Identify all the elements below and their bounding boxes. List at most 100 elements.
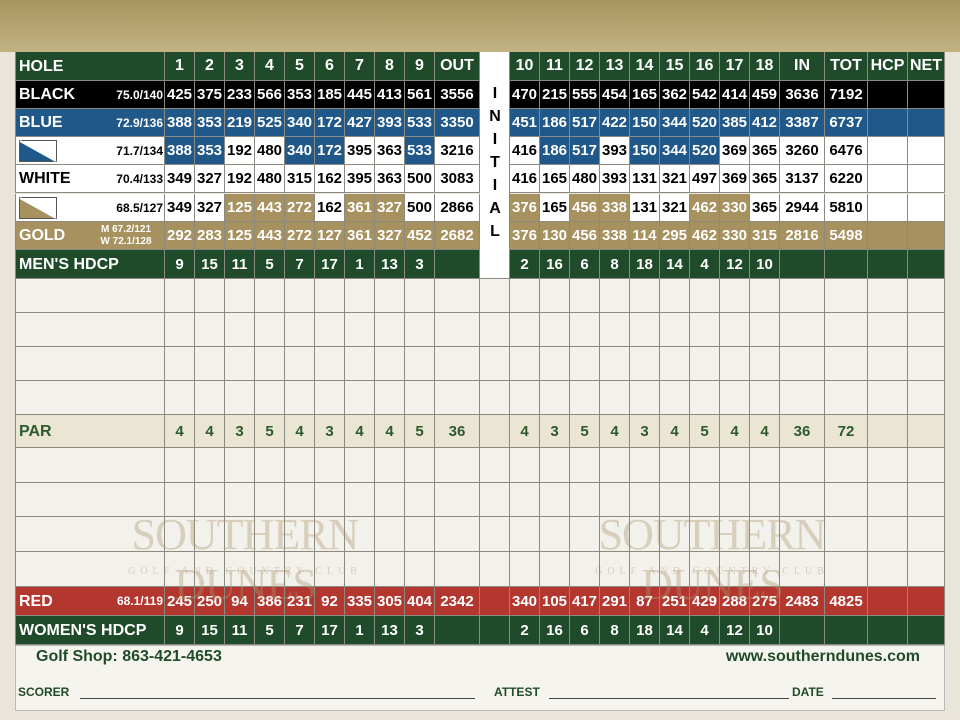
cell: 344 <box>660 109 690 137</box>
cell: 92 <box>315 587 345 616</box>
cell <box>690 279 720 313</box>
cell: 452 <box>405 222 435 250</box>
cell <box>315 448 345 483</box>
cell <box>195 313 225 347</box>
rating: 68.1/119 <box>116 594 163 608</box>
cell: 3 <box>405 616 435 645</box>
cell <box>630 313 660 347</box>
cell <box>570 279 600 313</box>
in-cell <box>780 483 825 517</box>
cell: 165 <box>630 81 660 109</box>
cell: 363 <box>375 137 405 165</box>
in-cell: 3260 <box>780 137 825 165</box>
cell <box>315 347 345 381</box>
cell <box>285 517 315 552</box>
cell: 561 <box>405 81 435 109</box>
cell <box>165 347 195 381</box>
cell: 404 <box>405 587 435 616</box>
tot-cell: 5498 <box>825 222 868 250</box>
cell: 295 <box>660 222 690 250</box>
rating: 75.0/140 <box>116 88 163 102</box>
cell <box>750 381 780 415</box>
cell <box>345 448 375 483</box>
cell <box>660 517 690 552</box>
net-cell <box>908 279 945 313</box>
cell: 11 <box>225 250 255 279</box>
cell <box>510 448 540 483</box>
cell <box>225 313 255 347</box>
out-cell <box>435 347 480 381</box>
cell <box>345 313 375 347</box>
cell: 15 <box>195 616 225 645</box>
cell: 150 <box>630 137 660 165</box>
cell <box>255 517 285 552</box>
cell: 462 <box>690 222 720 250</box>
cell: 335 <box>345 587 375 616</box>
in-cell: 3636 <box>780 81 825 109</box>
cell: 365 <box>750 137 780 165</box>
tot-cell <box>825 483 868 517</box>
cell <box>165 448 195 483</box>
cell <box>195 483 225 517</box>
cell <box>165 381 195 415</box>
website: www.southerndunes.com <box>725 648 920 665</box>
header-out: OUT <box>435 52 480 81</box>
cell <box>540 313 570 347</box>
cell <box>570 313 600 347</box>
hcp-cell <box>868 347 908 381</box>
in-cell <box>780 616 825 645</box>
cell <box>570 381 600 415</box>
label-cell <box>15 483 165 517</box>
cell <box>570 448 600 483</box>
cell <box>600 517 630 552</box>
net-cell <box>908 616 945 645</box>
hcp-cell <box>868 250 908 279</box>
cell: 7 <box>285 616 315 645</box>
tot-cell: 4825 <box>825 587 868 616</box>
cell <box>315 517 345 552</box>
cell: 459 <box>750 81 780 109</box>
in-cell <box>780 313 825 347</box>
cell: 3 <box>630 415 660 448</box>
footer <box>15 645 945 711</box>
cell <box>690 313 720 347</box>
cell: 14 <box>660 250 690 279</box>
label-cell <box>15 347 165 381</box>
hole-number: 2 <box>195 52 225 81</box>
in-cell <box>780 381 825 415</box>
hcp-cell <box>868 552 908 587</box>
cell: 3 <box>405 250 435 279</box>
cell: 369 <box>720 165 750 193</box>
out-cell: 3083 <box>435 165 480 193</box>
net-cell <box>908 137 945 165</box>
hole-number: 5 <box>285 52 315 81</box>
row-label: PAR <box>19 423 52 440</box>
cell <box>690 347 720 381</box>
label-cell <box>15 415 165 448</box>
cell <box>510 483 540 517</box>
cell: 16 <box>540 250 570 279</box>
header-net: NET <box>908 52 945 81</box>
initial-cell <box>480 616 510 645</box>
phone: Golf Shop: 863-421-4653 <box>36 648 222 665</box>
cell: 292 <box>165 222 195 250</box>
cell <box>510 381 540 415</box>
cell: 3 <box>225 415 255 448</box>
cell: 517 <box>570 137 600 165</box>
hcp-cell <box>868 616 908 645</box>
cell <box>600 552 630 587</box>
cell: 283 <box>195 222 225 250</box>
cell <box>195 448 225 483</box>
cell: 219 <box>225 109 255 137</box>
cell: 3 <box>315 415 345 448</box>
cell: 429 <box>690 587 720 616</box>
out-cell: 3216 <box>435 137 480 165</box>
cell: 12 <box>720 250 750 279</box>
cell: 4 <box>165 415 195 448</box>
tee-icon <box>19 197 57 219</box>
header-hole: HOLE <box>19 58 64 75</box>
cell <box>195 552 225 587</box>
cell <box>375 347 405 381</box>
cell <box>375 483 405 517</box>
cell <box>660 552 690 587</box>
